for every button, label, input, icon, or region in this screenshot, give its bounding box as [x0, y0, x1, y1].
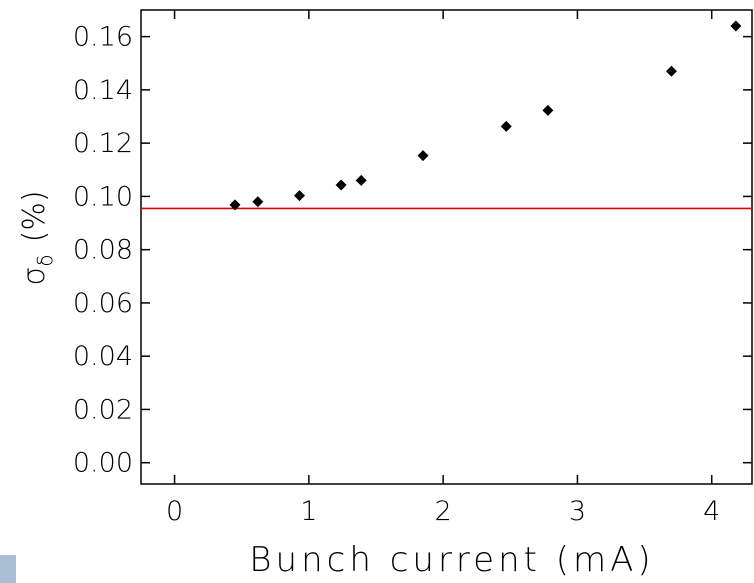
plot-area — [140, 9, 753, 485]
data-point — [355, 174, 367, 186]
y-axis-label-subscript: δ — [33, 254, 57, 266]
x-tick-label: 2 — [435, 496, 452, 527]
y-tick-label: 0.00 — [73, 448, 133, 479]
plot-frame — [140, 9, 753, 485]
data-point — [417, 150, 429, 162]
x-axis-label: Bunch current (mA) — [249, 540, 654, 580]
y-tick-label: 0.16 — [73, 22, 133, 53]
data-point — [730, 20, 742, 32]
y-tick-label: 0.12 — [73, 128, 133, 159]
data-point — [252, 196, 264, 208]
y-tick-label: 0.08 — [73, 235, 133, 266]
data-point — [293, 190, 305, 202]
y-axis-label-unit: (%) — [17, 190, 52, 242]
x-tick-label: 3 — [569, 496, 586, 527]
data-point — [335, 179, 347, 191]
x-tick-label: 4 — [703, 496, 720, 527]
y-axis-label: σδ (%) — [17, 190, 57, 285]
y-tick-label: 0.06 — [73, 288, 133, 319]
svg-text:σδ(%): σδ (%) — [17, 190, 57, 285]
data-points — [229, 20, 742, 211]
corner-block — [0, 555, 16, 583]
y-tick-label: 0.04 — [73, 341, 133, 372]
data-point — [665, 65, 677, 77]
data-point — [542, 104, 554, 116]
y-tick-label: 0.14 — [73, 75, 133, 106]
data-point — [500, 120, 512, 132]
x-axis-ticks: 0 1 2 3 4 — [166, 10, 720, 527]
y-axis-ticks: 0.00 0.02 0.04 0.06 0.08 0.10 0.12 0.14 0.16 — [73, 22, 752, 479]
y-tick-label: 0.02 — [73, 394, 133, 425]
x-tick-label: 0 — [166, 496, 183, 527]
y-axis-label-symbol: σ — [17, 267, 52, 286]
data-point — [229, 199, 241, 211]
y-tick-label: 0.10 — [73, 181, 133, 212]
x-tick-label: 1 — [300, 496, 317, 527]
